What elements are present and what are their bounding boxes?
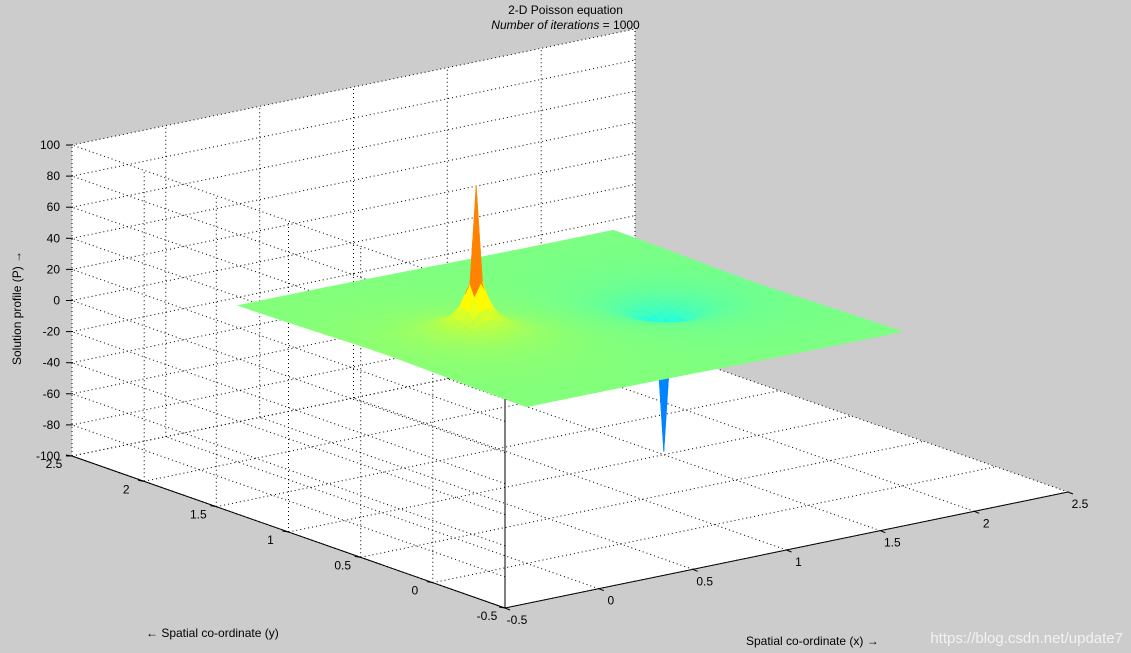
z-tick-label: 80 bbox=[47, 169, 61, 183]
chart-title: 2-D Poisson equation bbox=[508, 3, 623, 17]
x-tick-label: -0.5 bbox=[507, 613, 528, 627]
axes-walls bbox=[72, 29, 1068, 608]
z-tick-label: -40 bbox=[43, 356, 61, 370]
floor-gridline-x bbox=[165, 436, 599, 590]
x-tick-label: 1 bbox=[795, 555, 802, 569]
y-tick-mark bbox=[210, 505, 217, 508]
x-tick-mark bbox=[598, 588, 605, 592]
axis-ticks: -0.500.511.522.5-0.500.511.522.5-100-80-… bbox=[36, 138, 1089, 627]
y-tick-mark bbox=[426, 581, 433, 584]
floor-gridline-x bbox=[447, 378, 881, 532]
left-wall-gridline-z bbox=[71, 424, 506, 578]
floor-gridline-x bbox=[353, 397, 787, 551]
x-tick-label: 0.5 bbox=[696, 574, 713, 588]
y-axis-label: ← Spatial co-ordinate (y) bbox=[146, 626, 279, 640]
x-axis-label: Spatial co-ordinate (x) → bbox=[746, 634, 879, 648]
z-tick-label: -20 bbox=[43, 325, 61, 339]
z-tick-label: 0 bbox=[53, 294, 60, 308]
chart-subtitle: Number of iterations = 1000 bbox=[0, 18, 1131, 32]
y-tick-label: 1.5 bbox=[190, 508, 207, 522]
left-wall-gridline-z bbox=[71, 300, 506, 453]
z-tick-label: -80 bbox=[43, 418, 61, 432]
y-tick-label: 2.5 bbox=[46, 457, 63, 471]
watermark: https://blog.csdn.net/update7 bbox=[930, 630, 1123, 647]
floor-gridline-x bbox=[541, 358, 975, 512]
y-tick-label: 2 bbox=[123, 482, 130, 496]
y-tick-label: 1 bbox=[267, 533, 274, 547]
y-tick-label: 0 bbox=[411, 584, 418, 598]
x-tick-mark bbox=[692, 568, 698, 572]
z-tick-label: 40 bbox=[47, 231, 61, 245]
z-tick-label: -100 bbox=[36, 449, 60, 463]
y-tick-mark bbox=[282, 530, 289, 533]
z-tick-label: -60 bbox=[43, 387, 61, 401]
x-tick-label: 0 bbox=[607, 594, 614, 608]
z-axis-label: Solution profile (P) → bbox=[10, 250, 24, 365]
left-wall-gridline-z bbox=[71, 393, 506, 547]
surface-mesh bbox=[236, 185, 904, 452]
left-wall-gridline-z bbox=[71, 268, 506, 422]
z-tick-label: 60 bbox=[47, 200, 61, 214]
x-tick-label: 2 bbox=[983, 516, 990, 530]
surface-patch bbox=[889, 329, 904, 334]
y-tick-label: 0.5 bbox=[334, 558, 351, 572]
x-tick-mark bbox=[880, 530, 886, 534]
y-tick-mark bbox=[354, 555, 361, 558]
y-tick-label: -0.5 bbox=[477, 609, 498, 623]
left-wall-gridline-z bbox=[71, 331, 506, 485]
subtitle-value: 1000 bbox=[613, 18, 640, 32]
x-tick-mark bbox=[786, 549, 792, 553]
x-tick-label: 2.5 bbox=[1072, 497, 1089, 511]
x-tick-mark bbox=[973, 510, 980, 514]
subtitle-label: Number of iterations bbox=[491, 18, 600, 32]
z-tick-label: 100 bbox=[40, 138, 60, 152]
floor-gridline-x bbox=[259, 416, 693, 570]
y-tick-mark bbox=[498, 606, 506, 609]
x-tick-mark bbox=[1067, 491, 1074, 495]
z-tick-label: 20 bbox=[47, 262, 61, 276]
y-tick-mark bbox=[138, 479, 145, 482]
subtitle-separator: = bbox=[599, 18, 614, 32]
left-wall-gridline-z bbox=[71, 362, 506, 516]
floor-gridline-x bbox=[634, 339, 1069, 493]
x-tick-mark bbox=[504, 607, 511, 611]
x-tick-label: 1.5 bbox=[884, 536, 901, 550]
